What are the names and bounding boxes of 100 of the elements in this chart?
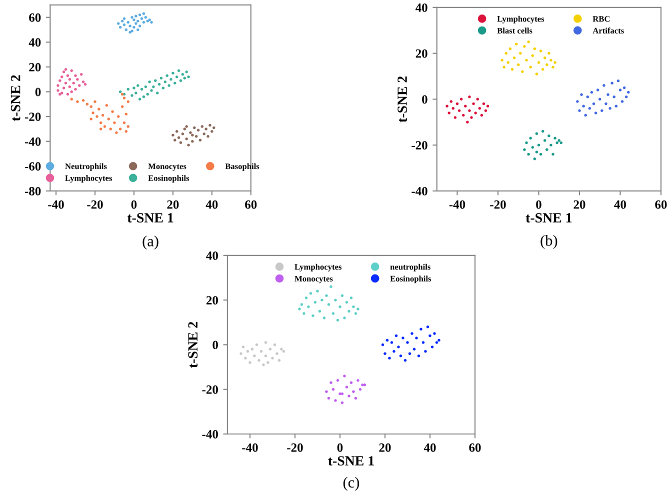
point [545, 63, 548, 66]
y-tick-label: 40 [206, 251, 218, 260]
point [450, 100, 453, 103]
point [183, 128, 186, 130]
legend-label: Eosinophils [148, 175, 190, 183]
point [602, 84, 606, 87]
x-tick-label: -20 [287, 443, 303, 452]
point [320, 298, 324, 302]
point [58, 92, 62, 96]
point [397, 346, 400, 348]
point [130, 16, 134, 19]
y-tick-label: -20 [412, 141, 428, 150]
point [622, 86, 626, 90]
point [181, 73, 184, 76]
point [268, 348, 272, 351]
point [189, 131, 192, 134]
point [529, 66, 532, 68]
point [476, 98, 479, 101]
point [92, 111, 94, 114]
point [120, 20, 124, 22]
point [516, 63, 520, 66]
point [343, 316, 346, 320]
point [70, 90, 73, 94]
point [86, 102, 89, 106]
point [580, 93, 583, 96]
point [170, 78, 172, 81]
point [96, 115, 98, 118]
y-tick-label: 20 [206, 296, 218, 305]
point [531, 54, 534, 58]
point [556, 141, 558, 144]
point [428, 334, 432, 338]
point [478, 106, 482, 110]
point [264, 341, 268, 344]
point [122, 17, 126, 20]
point [535, 72, 538, 76]
point [576, 100, 579, 103]
point [132, 26, 136, 29]
point [472, 102, 475, 106]
legend-label: Eosinophils [390, 276, 432, 284]
point [173, 138, 176, 142]
point [158, 82, 161, 86]
x-tick-label: 20 [379, 443, 391, 452]
point [118, 128, 122, 130]
y-tick-label: -40 [202, 430, 218, 438]
point [138, 24, 142, 28]
point [402, 336, 404, 340]
point [332, 312, 335, 315]
point [514, 42, 518, 46]
point [508, 47, 512, 50]
point [610, 82, 614, 85]
point [438, 338, 440, 342]
legend-label: Blast cells [497, 28, 532, 34]
point [548, 134, 550, 138]
point [70, 69, 73, 72]
point [172, 72, 174, 75]
point [74, 88, 77, 91]
x-axis-title: t-SNE 1 [328, 456, 374, 466]
point [330, 285, 332, 288]
point [343, 374, 346, 378]
point [356, 379, 360, 382]
point [177, 136, 180, 140]
x-tick-label: -40 [449, 200, 466, 209]
x-tick-label: -40 [242, 443, 258, 452]
point [529, 136, 532, 140]
point [404, 358, 407, 362]
point [240, 352, 242, 356]
point [82, 99, 85, 102]
point [543, 56, 546, 60]
point [512, 56, 516, 60]
point [394, 334, 398, 338]
point [191, 140, 194, 143]
point [82, 80, 85, 84]
x-tick-label: 60 [245, 200, 257, 209]
point [384, 352, 386, 356]
text: (c) [343, 476, 360, 491]
point [527, 40, 530, 44]
x-tick-label: 40 [614, 200, 626, 209]
point [510, 68, 514, 71]
point [350, 296, 353, 300]
point [533, 47, 536, 50]
point [282, 350, 286, 353]
point [134, 14, 138, 18]
point [535, 150, 538, 154]
point [208, 124, 212, 127]
point [618, 88, 622, 92]
point [122, 96, 126, 100]
legend-label: neutrophils [390, 264, 430, 272]
point [210, 130, 214, 133]
point [608, 106, 612, 110]
point [183, 76, 186, 80]
point [62, 86, 66, 90]
x-tick-label: -20 [87, 200, 103, 209]
point [354, 312, 358, 315]
point [435, 341, 438, 344]
point [345, 386, 348, 389]
point [76, 100, 79, 104]
point [101, 114, 104, 117]
point [408, 352, 412, 356]
point [350, 381, 353, 384]
point [356, 308, 360, 310]
